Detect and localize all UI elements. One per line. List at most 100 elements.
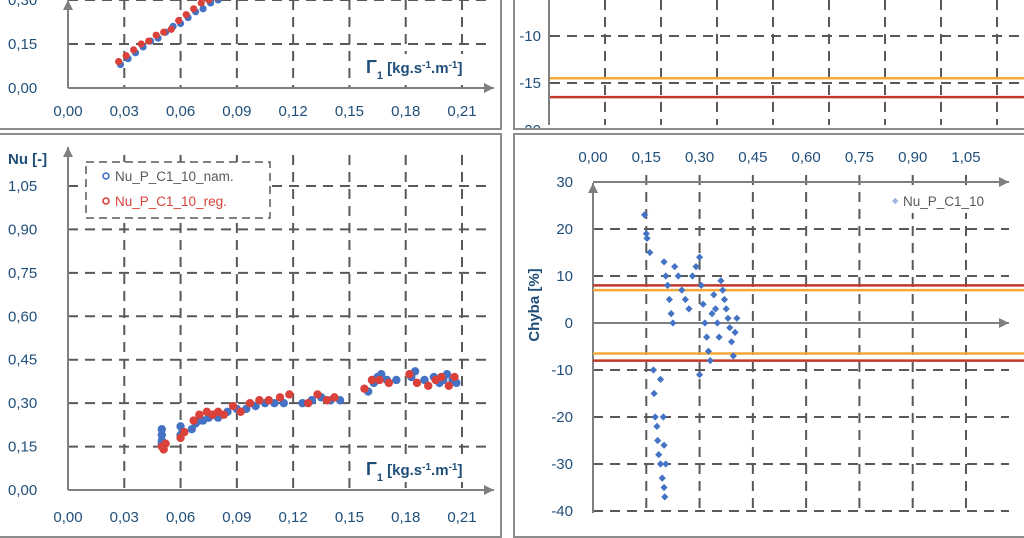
x-tick-label: 0,21 (447, 509, 476, 526)
x-tick-label: 0,15 (335, 103, 364, 120)
x-axis-label: Γ1 [kg.s-1.m-1] (366, 57, 462, 82)
data-point (731, 328, 739, 336)
data-point (412, 378, 422, 388)
data-point (726, 324, 734, 332)
chart-nu-top: 0,00 0,15 0,30 0,00 0,03 0,06 0,09 0,12 0,15 0,18… (8, 0, 494, 120)
data-point (660, 441, 668, 449)
data-point (195, 410, 204, 419)
panel-bottom-right: 0,00 0,15 0,30 0,45 0,60 0,75 0,90 1,05 30 20 10 0 -… (513, 133, 1024, 538)
x-tick-label: 0,00 (578, 149, 607, 166)
y-tick-label: 10 (556, 268, 573, 285)
data-point (375, 375, 384, 385)
data-point (722, 305, 730, 313)
y-tick-label: 0,75 (8, 265, 37, 282)
data-point (656, 375, 665, 383)
x-axis-label-bg (358, 54, 490, 80)
data-point (444, 381, 454, 390)
data-point (245, 398, 255, 408)
data-point (708, 310, 716, 318)
data-point (122, 52, 130, 60)
y-tick-label: -40 (551, 503, 573, 520)
y-tick-label: -10 (551, 362, 573, 379)
data-point (160, 28, 168, 36)
data-point (667, 310, 675, 318)
data-point (392, 375, 401, 385)
data-point (228, 401, 238, 411)
data-point (330, 393, 339, 402)
data-point (703, 333, 711, 341)
data-point (692, 263, 700, 271)
x-tick-label: 0,09 (222, 509, 251, 526)
data-point (214, 0, 219, 1)
x-axis-label: Γ1 [kg.s-1.m-1] (366, 459, 462, 484)
data-point (322, 396, 332, 405)
data-point (180, 427, 189, 437)
data-point (661, 493, 669, 501)
data-point (161, 439, 170, 448)
x-tick-label: 0,18 (391, 103, 420, 120)
data-point (685, 305, 693, 313)
x-tick-label: 0,12 (279, 103, 308, 120)
data-point (688, 272, 697, 280)
data-point (190, 5, 198, 13)
x-tick-label: 0,15 (335, 509, 364, 526)
data-point (706, 357, 714, 365)
y-tick-label: 0,00 (8, 80, 37, 97)
data-point (678, 286, 686, 294)
data-point (643, 234, 651, 242)
y-axis-arrow (588, 183, 598, 193)
x-axis-arrow (999, 318, 1009, 328)
x-tick-label: 0,00 (53, 509, 82, 526)
legend-marker-reg (102, 197, 110, 205)
x-tick-label: 0,00 (53, 103, 82, 120)
data-point (654, 436, 662, 445)
y-tick-label: 0 (565, 315, 573, 332)
data-point (720, 295, 729, 304)
data-point (681, 295, 689, 304)
data-point (285, 390, 294, 399)
data-point (405, 369, 414, 379)
data-point (664, 281, 672, 289)
y-tick-label: 0,30 (8, 0, 37, 9)
y-tick-label: 0,60 (8, 308, 37, 325)
y-axis-arrow (63, 0, 73, 10)
y-tick-label: -10 (519, 28, 541, 45)
data-point (655, 451, 663, 459)
chart-nu-bottom: Nu [-] 0,00 0,15 0,30 0,45 0,60 0,75 0,90 1,05 0,… (8, 147, 494, 526)
x-tick-label: 0,12 (279, 509, 308, 526)
data-point (157, 430, 167, 440)
data-point (115, 58, 123, 66)
data-point (662, 272, 670, 280)
data-point (157, 425, 167, 434)
x-tick-label: 0,03 (110, 103, 139, 120)
y-tick-label: 1,05 (8, 178, 37, 195)
y-tick-label: 0,90 (8, 221, 37, 238)
data-point (145, 37, 153, 45)
x-tick-label: 0,18 (391, 509, 420, 526)
data-point (660, 483, 668, 492)
data-point (167, 25, 175, 33)
chart-error-top: -5-10-15-20 (519, 0, 1024, 128)
data-point (646, 248, 654, 257)
data-point (313, 390, 322, 399)
data-point (137, 40, 145, 48)
data-point (662, 460, 670, 468)
data-point (450, 372, 459, 382)
data-point (437, 372, 446, 382)
data-point (719, 286, 727, 294)
x-axis-arrow (484, 485, 494, 495)
data-point (695, 253, 704, 261)
data-point (175, 16, 183, 25)
data-point (651, 413, 659, 421)
data-point (130, 46, 138, 54)
y-tick-label: 0,30 (8, 395, 37, 412)
x-tick-label: 0,06 (166, 103, 195, 120)
data-point (152, 31, 160, 39)
x-tick-label: 0,03 (110, 509, 139, 526)
chart-error-bottom: 0,00 0,15 0,30 0,45 0,60 0,75 0,90 1,05 30 20 10 0 -… (526, 149, 1024, 520)
data-point (674, 272, 682, 280)
x-tick-label: 0,60 (792, 149, 821, 166)
panel-bottom-left: Nu [-] 0,00 0,15 0,30 0,45 0,60 0,75 0,90 1,05 0,… (0, 133, 502, 538)
x-tick-label: 0,45 (738, 149, 767, 166)
legend-label-nam: Nu_P_C1_10_nam. (115, 169, 234, 184)
